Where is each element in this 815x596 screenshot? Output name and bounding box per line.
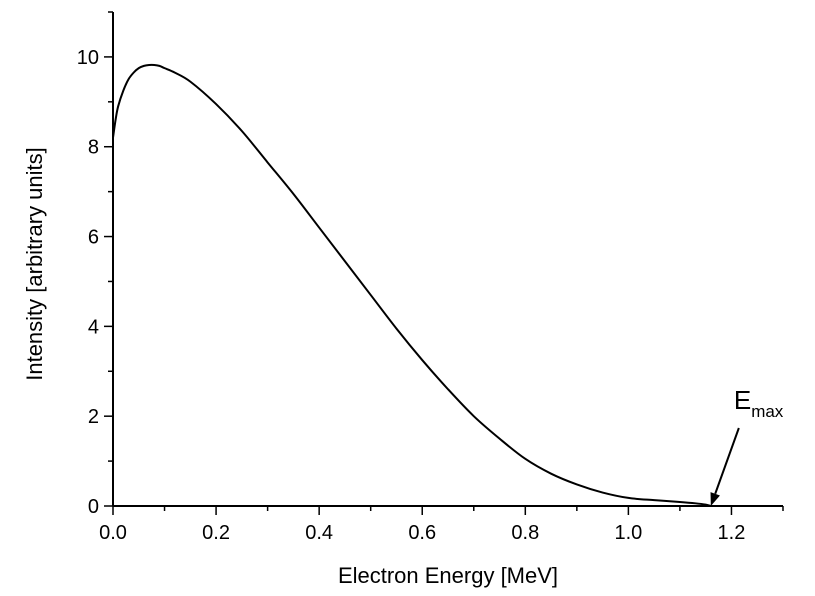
ticks <box>104 11 784 515</box>
series-line <box>112 63 712 507</box>
y-tick-label: 4 <box>88 316 99 338</box>
y-tick-label: 2 <box>88 406 99 428</box>
x-tick-label: 1.2 <box>718 522 746 544</box>
annotation-label: Emax <box>734 385 784 421</box>
y-axis-title: Intensity [arbitrary units] <box>22 147 47 381</box>
y-tick-label: 0 <box>88 496 99 518</box>
x-tick-label: 0.8 <box>511 522 539 544</box>
annotation-arrow <box>714 427 740 495</box>
annotation-emax: Emax <box>710 385 784 506</box>
tick-labels: 0.0 0.2 0.4 0.6 0.8 1.0 1.2 0 2 4 6 8 10 <box>77 47 746 544</box>
y-tick-label: 10 <box>77 47 99 69</box>
x-tick-label: 1.0 <box>614 522 642 544</box>
x-tick-label: 0.0 <box>99 522 127 544</box>
x-tick-label: 0.6 <box>408 522 436 544</box>
y-tick-label: 8 <box>88 137 99 159</box>
x-tick-label: 0.2 <box>202 522 230 544</box>
annotation-arrowhead <box>710 492 720 506</box>
annotation-subscript: max <box>751 402 784 421</box>
x-tick-label: 0.4 <box>305 522 333 544</box>
axes <box>112 12 783 507</box>
y-tick-label: 6 <box>88 227 99 249</box>
x-axis-title: Electron Energy [MeV] <box>338 563 558 588</box>
annotation-main-text: E <box>734 385 751 415</box>
